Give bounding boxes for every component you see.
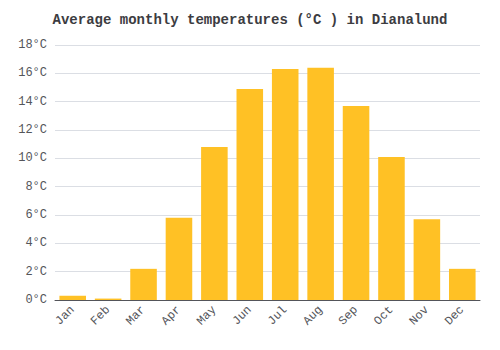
svg-text:Jul: Jul — [265, 303, 290, 328]
svg-text:Sep: Sep — [336, 303, 361, 328]
svg-text:0°C: 0°C — [25, 293, 47, 307]
svg-text:8°C: 8°C — [25, 180, 47, 194]
svg-text:Oct: Oct — [371, 303, 396, 328]
svg-text:16°C: 16°C — [18, 66, 47, 80]
svg-text:14°C: 14°C — [18, 95, 47, 109]
svg-text:May: May — [194, 303, 219, 328]
svg-text:2°C: 2°C — [25, 265, 47, 279]
svg-text:6°C: 6°C — [25, 208, 47, 222]
svg-text:12°C: 12°C — [18, 123, 47, 137]
svg-text:Jun: Jun — [230, 303, 255, 328]
svg-text:Dec: Dec — [442, 303, 467, 328]
svg-text:Aug: Aug — [300, 303, 325, 328]
svg-text:Apr: Apr — [159, 303, 184, 328]
svg-text:18°C: 18°C — [18, 38, 47, 52]
svg-text:Nov: Nov — [407, 303, 432, 328]
svg-text:Jan: Jan — [53, 303, 78, 328]
svg-text:Average monthly temperatures (: Average monthly temperatures (°C ) in Di… — [53, 12, 448, 28]
svg-text:Mar: Mar — [123, 303, 148, 328]
svg-text:4°C: 4°C — [25, 236, 47, 250]
svg-text:10°C: 10°C — [18, 151, 47, 165]
svg-text:Feb: Feb — [88, 303, 113, 328]
